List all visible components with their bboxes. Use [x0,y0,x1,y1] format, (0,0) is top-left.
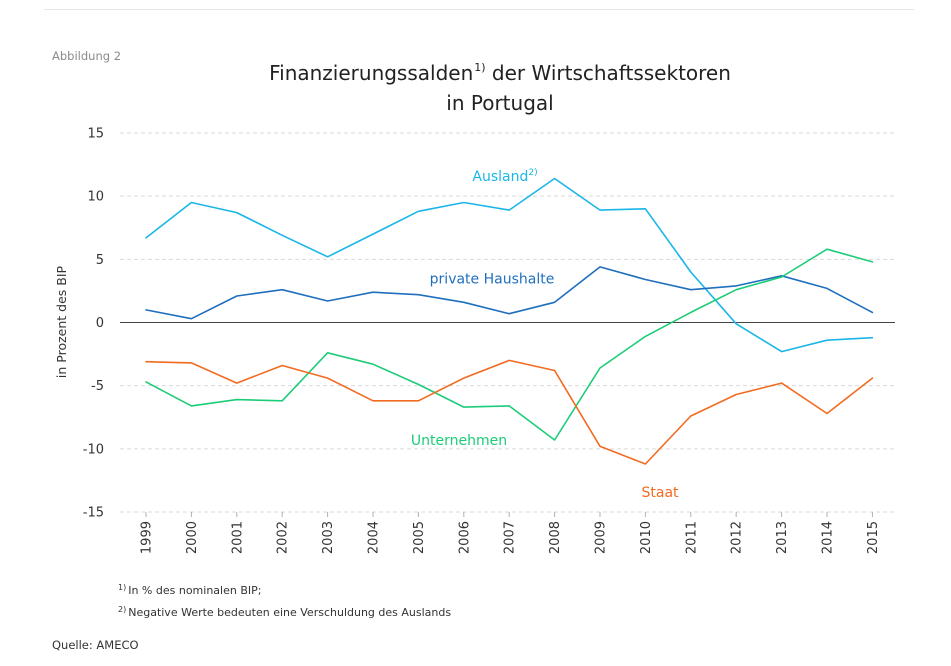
series-label-private-haushalte: private Haushalte [430,271,555,287]
y-tick-label: 0 [96,316,104,331]
x-tick-label: 2009 [594,521,609,554]
x-tick-label: 2008 [548,521,563,554]
x-tick-label: 2007 [503,521,518,554]
series-line-private-haushalte [145,266,874,320]
figure-label: Abbildung 2 [52,49,122,63]
x-tick-label: 2011 [684,521,699,554]
y-tick-label: 15 [87,127,104,142]
chart-title-footnote-marker: 1) [474,61,486,74]
series-line-ausland [145,177,874,353]
footnote-1: 1) In % des nominalen BIP; [118,578,451,600]
chart-title: Finanzierungssalden1) der Wirtschaftssek… [230,53,770,118]
footnotes: 1) In % des nominalen BIP; 2) Negative Wer… [118,578,451,622]
top-rule [44,9,914,10]
y-tick-label: 5 [96,253,104,268]
y-tick-label: -10 [83,442,104,457]
series-label-layer: Ausland2) private Haushalte Unternehmen Sta… [411,168,679,501]
chart-title-rest: der Wirtschaftssektoren [485,61,731,85]
series-label-staat: Staat [641,485,679,501]
footnote-1-text: In % des nominalen BIP; [128,584,262,597]
x-tick-label: 2015 [866,521,881,554]
x-tick-label: 2002 [276,521,291,554]
y-tick-label: 10 [87,190,104,205]
series-layer [145,177,874,465]
x-tick-label: 2003 [321,521,336,554]
footnote-2-marker: 2) [118,605,127,614]
chart-title-line-1: Finanzierungssalden1) der Wirtschaftssek… [230,53,770,88]
y-axis-label: in Prozent des BIP [54,265,69,378]
x-tick-label: 2005 [412,521,427,554]
x-tick-label: 2014 [821,521,836,554]
x-tick-label: 2013 [775,521,790,554]
grid-layer [120,132,895,513]
series-line-staat [145,359,874,465]
series-line-unternehmen [145,248,874,441]
chart-title-main: Finanzierungssalden [269,61,474,85]
footnote-2-text: Negative Werte bedeuten eine Verschuldun… [128,606,452,619]
x-tick-label: 2012 [730,521,745,554]
footnote-2: 2) Negative Werte bedeuten eine Verschuld… [118,600,451,622]
x-tick-label: 2010 [639,521,654,554]
x-tick-label: 1999 [140,521,155,554]
source-note: Quelle: AMECO [52,638,139,652]
y-tick-label: -15 [83,506,104,521]
x-tick-label: 2001 [230,521,245,554]
chart-title-line-2: in Portugal [446,91,554,115]
y-tick-label: -5 [91,379,104,394]
series-label-unternehmen: Unternehmen [411,433,507,449]
x-tick-label: 2004 [367,521,382,554]
x-tick-label: 2006 [457,521,472,554]
footnote-1-marker: 1) [118,583,127,592]
axis-layer: 15 10 5 0 -5 -10 -15 1999 2000 2001 2002 2003 2004 20… [83,127,881,555]
x-tick-label: 2000 [185,521,200,554]
series-label-ausland: Ausland2) [472,168,537,185]
